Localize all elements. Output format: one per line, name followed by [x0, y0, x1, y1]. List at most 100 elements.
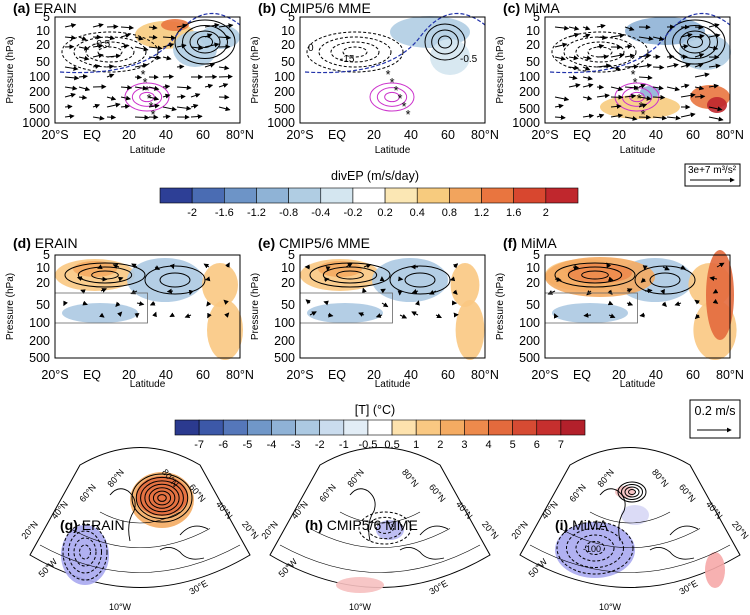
y-tick-label: 50 [36, 298, 50, 312]
plot-frame [544, 16, 731, 124]
easterly-contours [85, 41, 135, 63]
vector-arrow [106, 95, 117, 101]
panel-name: MiMA [572, 517, 608, 533]
panel-letter: (g) [60, 517, 82, 533]
colorbar-bin [367, 419, 393, 436]
vector-arrow [568, 83, 581, 89]
vector-arrow [92, 43, 104, 49]
easterly-contours [306, 31, 404, 73]
westerly-contours [424, 23, 466, 61]
x-tick-label: 60 [686, 128, 700, 142]
star-marker: * [390, 76, 395, 90]
vector-arrow [680, 44, 689, 50]
vector-arrow [223, 299, 229, 305]
vector-arrow [134, 114, 150, 120]
y-tick-label: 100 [519, 316, 540, 330]
x-tick-label: 60 [196, 368, 210, 382]
vector-arrow [166, 288, 174, 294]
y-tick-label: 500 [29, 102, 50, 116]
slp-positive [336, 577, 384, 593]
vector-arrow [666, 54, 675, 60]
star-marker: * [145, 84, 150, 98]
slp-contours [624, 486, 640, 498]
panel-letter: (c) [503, 0, 524, 16]
x-tick-label: EQ [328, 128, 346, 142]
longitude-label: 10°W [109, 602, 132, 612]
vector-arrow [624, 26, 635, 31]
temp-cold [372, 258, 448, 302]
easterly-contours [587, 46, 613, 58]
colorbar-tick: 0.4 [410, 207, 425, 219]
jet-contours [369, 82, 415, 112]
contour-label: -0.5 [460, 54, 478, 65]
y-tick-label: 10 [526, 261, 540, 275]
vector-arrow [106, 102, 121, 108]
vector-arrow [694, 53, 705, 58]
colorbar-bin [271, 419, 296, 436]
x-tick-label: 40 [649, 368, 663, 382]
vector-arrow [327, 312, 334, 318]
easterly-contours [575, 41, 625, 63]
vector-arrow [652, 64, 665, 70]
vector-arrow [218, 23, 234, 29]
colorbar-tick: -7 [194, 439, 204, 451]
vector-arrow [608, 276, 614, 282]
vector-arrow [596, 44, 605, 49]
vector-arrow [92, 115, 105, 121]
vector-arrow [78, 55, 90, 61]
panel-title: (b) CMIP5/6 MME [258, 0, 371, 16]
latitude-label: 20°N [480, 519, 501, 541]
vector-arrow [190, 93, 201, 98]
vector-arrow [429, 289, 437, 295]
vector-arrow [218, 106, 231, 112]
vector-arrow [415, 300, 420, 306]
vector-arrow [662, 265, 670, 271]
y-tick-label: 5 [43, 10, 50, 24]
vector-arrow [323, 300, 329, 306]
colorbar-tick: -4 [267, 439, 277, 451]
vector-arrow [638, 36, 654, 41]
vector-arrow [136, 301, 145, 306]
vector-arrow [176, 64, 185, 70]
vector-arrow [64, 65, 79, 71]
slp-negative [621, 505, 649, 525]
vector-arrow [694, 33, 705, 39]
panel-letter: (a) [13, 0, 34, 16]
colorbar-bin [159, 187, 193, 204]
vector-arrow [154, 265, 161, 270]
colorbar-tick: -1.6 [215, 207, 234, 219]
vector-arrow [381, 302, 389, 308]
x-tick-label: 20 [367, 368, 381, 382]
vector-arrow [120, 33, 131, 39]
colorbar-bin [481, 187, 514, 204]
streamline [404, 272, 436, 288]
vector-arrow [554, 55, 566, 61]
vector-arrow [64, 35, 77, 41]
vector-arrow [638, 83, 646, 89]
vector-arrow [162, 35, 176, 41]
slp-contours [157, 494, 167, 502]
vector-arrow [176, 105, 192, 111]
vector-arrow [148, 55, 162, 61]
vector-arrow [652, 94, 666, 100]
colorbar-title: divEP (m/s/day) [331, 169, 419, 183]
vector-arrow [644, 288, 653, 294]
x-tick-label: 20°S [286, 128, 313, 142]
colorbar-title: [T] (°C) [355, 403, 395, 417]
zero-wind-contour [549, 12, 731, 74]
vector-arrow [638, 95, 652, 101]
vector-arrow [190, 114, 203, 120]
vector-arrow [554, 276, 562, 282]
x-tick-label: 40 [649, 128, 663, 142]
colorbar-bin [247, 419, 272, 436]
vector-arrow [78, 94, 88, 100]
vector-arrow [624, 64, 639, 70]
temp-cold [307, 303, 383, 323]
vector-arrow [709, 276, 718, 281]
slp-contours [621, 484, 643, 500]
vector-arrow [380, 288, 386, 294]
vector-arrow [694, 85, 705, 91]
